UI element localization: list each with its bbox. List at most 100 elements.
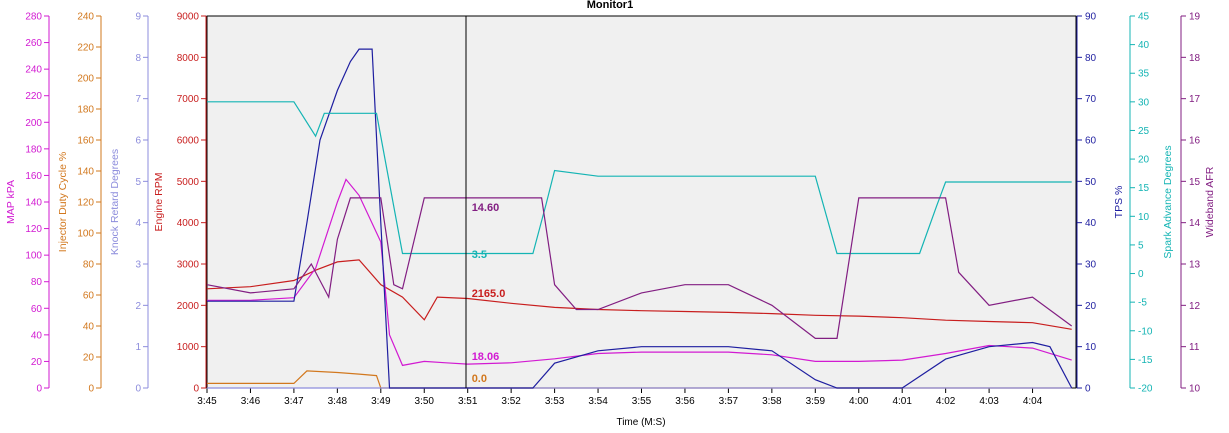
y-tick-label-afr: 13 <box>1189 260 1201 271</box>
x-tick-label: 4:00 <box>849 396 869 407</box>
y-tick-label-rpm: 3000 <box>177 260 200 271</box>
y-axis-map: 0 20 40 60 80 100 120 140 160 180 200 220 240 260 280 M… <box>5 12 50 395</box>
y-tick-label-spark: 5 <box>1138 240 1144 251</box>
plot-area <box>206 15 1077 389</box>
y-tick-label-inj: 0 <box>88 384 94 395</box>
y-axis-label-afr: Wideband AFR <box>1204 166 1216 237</box>
y-tick-label-rpm: 4000 <box>177 218 200 229</box>
x-axis: 3:45 3:46 3:47 3:48 3:49 3:50 3:51 3:52 3:53 3:54… <box>197 388 1043 407</box>
y-axis-rpm: 0 1000 2000 3000 4000 5000 6000 7000 8000 9000 Eng… <box>153 12 207 395</box>
y-tick-label-knock: 5 <box>135 177 141 188</box>
series-line-spark <box>207 101 1072 255</box>
y-tick-label-rpm: 9000 <box>177 12 200 23</box>
y-tick-label-afr: 18 <box>1189 53 1201 64</box>
y-tick-label-map: 120 <box>25 224 42 235</box>
y-tick-label-spark: 15 <box>1138 183 1150 194</box>
y-axis-label-knock: Knock Retard Degrees <box>109 149 121 255</box>
x-tick-label: 3:56 <box>675 396 695 407</box>
y-tick-label-rpm: 8000 <box>177 53 200 64</box>
x-tick-label: 3:54 <box>588 396 608 407</box>
y-tick-label-inj: 60 <box>83 291 95 302</box>
y-tick-label-spark: -15 <box>1138 355 1153 366</box>
y-axis-tps: 0 10 20 30 40 50 60 70 80 90 TPS % <box>1076 12 1125 395</box>
y-tick-label-knock: 9 <box>135 12 141 23</box>
series-line-map <box>207 178 1072 367</box>
y-tick-label-spark: -5 <box>1138 298 1147 309</box>
y-tick-label-tps: 20 <box>1085 301 1097 312</box>
y-axis-inj: 0 20 40 60 80 100 120 140 160 180 200 220 240 Injecto… <box>57 12 102 395</box>
series-line-afr <box>206 197 1073 339</box>
y-tick-label-spark: 25 <box>1138 126 1150 137</box>
y-tick-label-afr: 11 <box>1189 342 1200 353</box>
y-tick-label-rpm: 5000 <box>177 177 200 188</box>
y-tick-label-inj: 100 <box>77 229 94 240</box>
series-line-tps <box>207 48 1073 389</box>
y-tick-label-afr: 16 <box>1189 136 1201 147</box>
y-axis-knock: 0 1 2 3 4 5 6 7 8 9 Knock Retard Degrees <box>109 12 149 395</box>
chart-title: Monitor1 <box>587 0 633 11</box>
x-tick-label: 3:46 <box>241 396 261 407</box>
x-tick-label: 3:57 <box>719 396 739 407</box>
y-tick-label-knock: 4 <box>135 218 141 229</box>
y-tick-label-rpm: 7000 <box>177 94 200 105</box>
x-tick-label: 3:59 <box>806 396 826 407</box>
y-tick-label-inj: 80 <box>83 260 95 271</box>
y-tick-label-spark: 45 <box>1138 12 1150 23</box>
y-axis-afr: 10 11 12 13 14 15 16 17 18 19 Wideband AFR <box>1180 12 1216 395</box>
y-tick-label-inj: 140 <box>77 167 94 178</box>
x-tick-label: 3:49 <box>371 396 391 407</box>
y-tick-label-spark: 10 <box>1138 212 1150 223</box>
y-tick-label-rpm: 1000 <box>177 342 200 353</box>
x-tick-label: 3:48 <box>328 396 348 407</box>
x-tick-label: 3:55 <box>632 396 652 407</box>
y-tick-label-knock: 3 <box>135 260 141 271</box>
y-tick-label-knock: 1 <box>135 342 141 353</box>
y-tick-label-tps: 30 <box>1085 260 1097 271</box>
x-tick-label: 3:45 <box>197 396 217 407</box>
x-tick-label: 4:04 <box>1023 396 1043 407</box>
y-tick-label-tps: 50 <box>1085 177 1097 188</box>
y-tick-label-knock: 2 <box>135 301 141 312</box>
y-tick-label-inj: 160 <box>77 136 94 147</box>
y-tick-label-inj: 200 <box>77 74 94 85</box>
x-tick-label: 4:01 <box>892 396 912 407</box>
cursor-value-inj: 0.0 <box>472 373 487 385</box>
y-tick-label-knock: 8 <box>135 53 141 64</box>
cursor-value-rpm: 2165.0 <box>472 288 506 300</box>
y-tick-label-inj: 20 <box>83 353 95 364</box>
y-tick-label-rpm: 6000 <box>177 136 200 147</box>
y-tick-label-map: 280 <box>25 12 42 23</box>
y-tick-label-map: 80 <box>31 277 43 288</box>
y-tick-label-map: 0 <box>36 384 42 395</box>
y-tick-label-spark: 35 <box>1138 69 1150 80</box>
y-tick-label-inj: 120 <box>77 198 94 209</box>
y-axis-label-rpm: Engine RPM <box>153 173 165 232</box>
x-tick-label: 3:52 <box>501 396 521 407</box>
y-tick-label-map: 180 <box>25 144 42 155</box>
x-tick-label: 4:02 <box>936 396 956 407</box>
x-axis-label: Time (M:S) <box>616 417 665 428</box>
y-tick-label-map: 20 <box>31 357 43 368</box>
y-tick-label-inj: 40 <box>83 322 95 333</box>
y-tick-label-map: 260 <box>25 38 42 49</box>
y-axis-spark: -20 -15 -10 -5 0 5 10 15 20 25 30 35 40 45 Spark Advan… <box>1129 12 1174 395</box>
y-tick-label-map: 60 <box>31 304 43 315</box>
y-tick-label-knock: 0 <box>135 384 141 395</box>
y-tick-label-tps: 0 <box>1085 384 1091 395</box>
series-line-rpm <box>206 259 1072 330</box>
y-tick-label-afr: 19 <box>1189 12 1201 23</box>
cursor-value-map: 18.06 <box>472 351 500 363</box>
y-tick-label-tps: 60 <box>1085 136 1097 147</box>
y-tick-label-afr: 15 <box>1189 177 1201 188</box>
y-axis-label-tps: TPS % <box>1113 186 1125 219</box>
y-tick-label-inj: 240 <box>77 12 94 23</box>
y-tick-label-spark: 20 <box>1138 155 1150 166</box>
y-tick-label-knock: 6 <box>135 136 141 147</box>
x-tick-label: 3:53 <box>545 396 565 407</box>
x-tick-label: 3:50 <box>415 396 435 407</box>
y-tick-label-rpm: 0 <box>193 384 199 395</box>
y-tick-label-spark: 0 <box>1138 269 1144 280</box>
y-tick-label-spark: 30 <box>1138 97 1150 108</box>
y-tick-label-tps: 80 <box>1085 53 1097 64</box>
y-tick-label-spark: 40 <box>1138 40 1150 51</box>
